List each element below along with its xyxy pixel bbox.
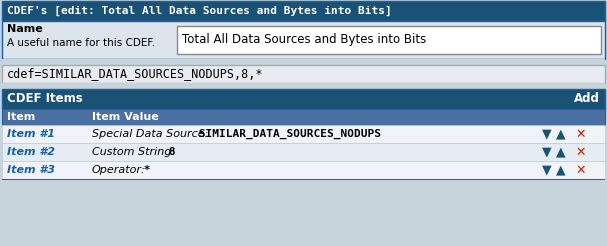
Bar bbox=[2, 83, 605, 89]
Text: Operator:: Operator: bbox=[92, 165, 146, 175]
Text: ▼: ▼ bbox=[542, 127, 552, 140]
Bar bbox=[2, 1, 605, 21]
Text: ▲: ▲ bbox=[556, 164, 566, 176]
Text: *: * bbox=[137, 165, 151, 175]
Text: 8: 8 bbox=[162, 147, 175, 157]
Bar bbox=[2, 125, 605, 143]
Text: ▼: ▼ bbox=[542, 145, 552, 158]
Text: Item #1: Item #1 bbox=[7, 129, 55, 139]
Text: SIMILAR_DATA_SOURCES_NODUPS: SIMILAR_DATA_SOURCES_NODUPS bbox=[192, 129, 381, 139]
Text: Item #2: Item #2 bbox=[7, 147, 55, 157]
Bar bbox=[2, 179, 605, 180]
Text: A useful name for this CDEF.: A useful name for this CDEF. bbox=[7, 38, 155, 48]
Text: CDEF's [edit: Total All Data Sources and Bytes into Bits]: CDEF's [edit: Total All Data Sources and… bbox=[7, 6, 392, 16]
Text: Item: Item bbox=[7, 112, 35, 122]
Bar bbox=[2, 59, 605, 65]
Bar bbox=[2, 21, 605, 59]
Text: cdef=SIMILAR_DATA_SOURCES_NODUPS,8,*: cdef=SIMILAR_DATA_SOURCES_NODUPS,8,* bbox=[7, 67, 263, 80]
Text: ▲: ▲ bbox=[556, 145, 566, 158]
Bar bbox=[177, 26, 601, 54]
Bar bbox=[2, 109, 605, 125]
Bar bbox=[2, 143, 605, 161]
Text: ▲: ▲ bbox=[556, 127, 566, 140]
Text: Add: Add bbox=[574, 92, 600, 106]
Text: ✕: ✕ bbox=[576, 145, 586, 158]
Text: ✕: ✕ bbox=[576, 127, 586, 140]
Text: Special Data Source:: Special Data Source: bbox=[92, 129, 208, 139]
Text: ▼: ▼ bbox=[542, 164, 552, 176]
Bar bbox=[2, 161, 605, 179]
Bar bbox=[2, 89, 605, 109]
Text: CDEF Items: CDEF Items bbox=[7, 92, 83, 106]
Text: Name: Name bbox=[7, 24, 42, 34]
Bar bbox=[2, 65, 605, 83]
Text: Custom String:: Custom String: bbox=[92, 147, 175, 157]
Text: ✕: ✕ bbox=[576, 164, 586, 176]
Text: Total All Data Sources and Bytes into Bits: Total All Data Sources and Bytes into Bi… bbox=[182, 33, 426, 46]
Text: Item Value: Item Value bbox=[92, 112, 159, 122]
Text: Item #3: Item #3 bbox=[7, 165, 55, 175]
